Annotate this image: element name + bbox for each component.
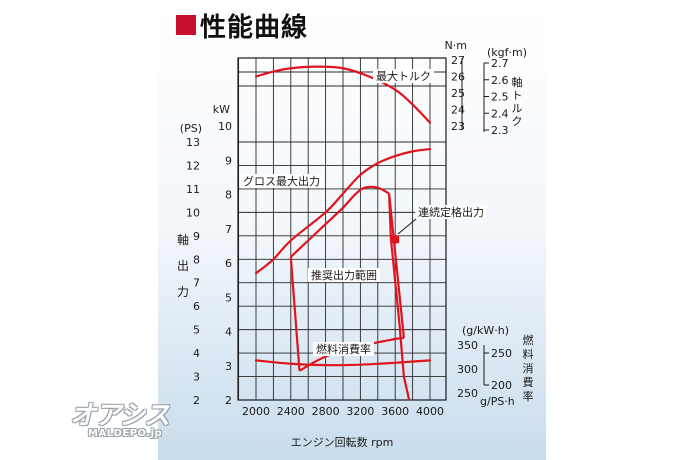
rated-output-point (391, 235, 400, 244)
fuel-label-char: 消 (523, 361, 534, 375)
x-tick-label: 4000 (416, 405, 444, 418)
fuel-label-char: 費 (523, 375, 534, 389)
ps-tick-label: 10 (186, 206, 200, 219)
plot-frame (237, 57, 485, 401)
fuel-gkwh-tick-label: 300 (457, 363, 478, 376)
annotation-gross-max-output-bg (240, 174, 323, 188)
kgfm-tick-label: 2.6 (491, 74, 509, 87)
annotation-recommended-range-bg (308, 268, 380, 282)
fuel-gkwh-tick-label: 250 (457, 387, 478, 400)
kw-tick-label: 5 (225, 291, 232, 304)
chart-background (158, 0, 546, 460)
nm-tick-label: 25 (451, 87, 465, 100)
watermark-site: MALDEPO.jp (88, 428, 163, 439)
annotation-max-torque-bg (373, 69, 434, 83)
fuel-label-char: 率 (523, 389, 534, 403)
ps-tick-label: 9 (193, 230, 200, 243)
shaft-torque-label-char: 軸 (512, 75, 523, 89)
kgfm-tick-label: 2.7 (491, 57, 509, 70)
fuel-gpsh-tick-label: 200 (491, 379, 512, 392)
x-tick-label: 2400 (277, 405, 305, 418)
range-inner-edge (388, 193, 405, 338)
annotation-fuel-consumption: 燃料消費率 (316, 342, 371, 356)
shaft-output-label-char: 軸 (177, 233, 189, 247)
fuel-gkwh-tick-label: 350 (457, 339, 478, 352)
kw-unit-label: kW (213, 103, 230, 116)
range-right-edge (388, 193, 411, 401)
kw-tick-label: 3 (225, 360, 232, 373)
kw-tick-label: 8 (225, 189, 232, 202)
axis-tick-labels: 2000 2400 2800 3200 3600 40002345678910111213… (186, 54, 512, 418)
title-marker (176, 15, 196, 35)
kw-tick-label: 9 (225, 154, 232, 167)
ps-tick-label: 11 (186, 183, 200, 196)
series-line-fuel_gkwh (254, 359, 432, 367)
range-upper-curve (290, 185, 390, 258)
fuel-gpsh-tick-label: 250 (491, 347, 512, 360)
fuel-label-char: 燃 (523, 333, 534, 347)
annotation-gross-max-output: グロス最大出力 (243, 174, 320, 188)
x-tick-label: 2800 (312, 405, 340, 418)
page-title: 性能曲線 (200, 12, 309, 43)
ps-tick-label: 4 (193, 347, 200, 360)
title-block: 性能曲線 (176, 8, 309, 43)
fuel-gkwh-unit-label: (g/kW·h) (462, 324, 509, 337)
annotation-rated-output: 連続定格出力 (418, 205, 484, 219)
ps-tick-label: 3 (193, 371, 200, 384)
kgfm-tick-label: 2.5 (491, 91, 509, 104)
shaft-torque-label-char: ク (512, 115, 523, 128)
shaft-output-label-char: 出 (177, 259, 189, 273)
x-tick-label: 3200 (346, 405, 374, 418)
x-axis-label: エンジン回転数 rpm (291, 436, 394, 449)
nm-tick-label: 23 (451, 120, 465, 133)
x-tick-label: 3600 (381, 405, 409, 418)
series-line-nm (254, 65, 432, 124)
ps-tick-label: 12 (186, 159, 200, 172)
annotation-fuel-consumption-bg (313, 342, 374, 356)
ps-tick-label: 13 (186, 136, 200, 149)
series-line-ps (254, 147, 432, 275)
chart-labels: エンジン回転数 rpm(PS)kW軸出力N·m(kgf·m)軸トルク(g/kW·… (177, 39, 534, 449)
plot-border (237, 57, 447, 401)
nm-tick-label: 27 (451, 54, 465, 67)
nm-tick-label: 24 (451, 104, 465, 117)
ps-tick-label: 8 (193, 253, 200, 266)
kw-tick-label: 10 (218, 120, 232, 133)
kw-tick-label: 4 (225, 326, 232, 339)
kgfm-tick-label: 2.4 (491, 107, 509, 120)
nm-unit-label: N·m (445, 39, 467, 52)
watermark-logo: オアシス (70, 401, 170, 431)
ps-tick-label: 2 (193, 394, 200, 407)
ps-unit-label: (PS) (180, 122, 202, 135)
rated-output-leader (397, 218, 417, 235)
ps-tick-label: 6 (193, 300, 200, 313)
kw-tick-label: 6 (225, 257, 232, 270)
ps-tick-label: 7 (193, 277, 200, 290)
range-left-edge (289, 256, 301, 371)
annotation-rated-output-bg (415, 205, 487, 219)
fuel-gpsh-unit-label: g/PS·h (480, 395, 515, 408)
shaft-torque-label-char: ト (512, 89, 523, 102)
shaft-output-label-char: 力 (177, 285, 189, 299)
kgfm-tick-label: 2.3 (491, 124, 509, 137)
fuel-label-char: 料 (523, 347, 534, 361)
nm-tick-label: 26 (451, 71, 465, 84)
annotation-recommended-range: 推奨出力範囲 (311, 268, 377, 282)
shaft-torque-label-char: ル (512, 102, 523, 115)
ps-tick-label: 5 (193, 324, 200, 337)
kgfm-unit-label: (kgf·m) (487, 46, 527, 59)
kw-tick-label: 2 (225, 394, 232, 407)
kw-tick-label: 7 (225, 223, 232, 236)
annotation-max-torque: 最大トルク (376, 69, 431, 83)
x-tick-label: 2000 (242, 405, 270, 418)
